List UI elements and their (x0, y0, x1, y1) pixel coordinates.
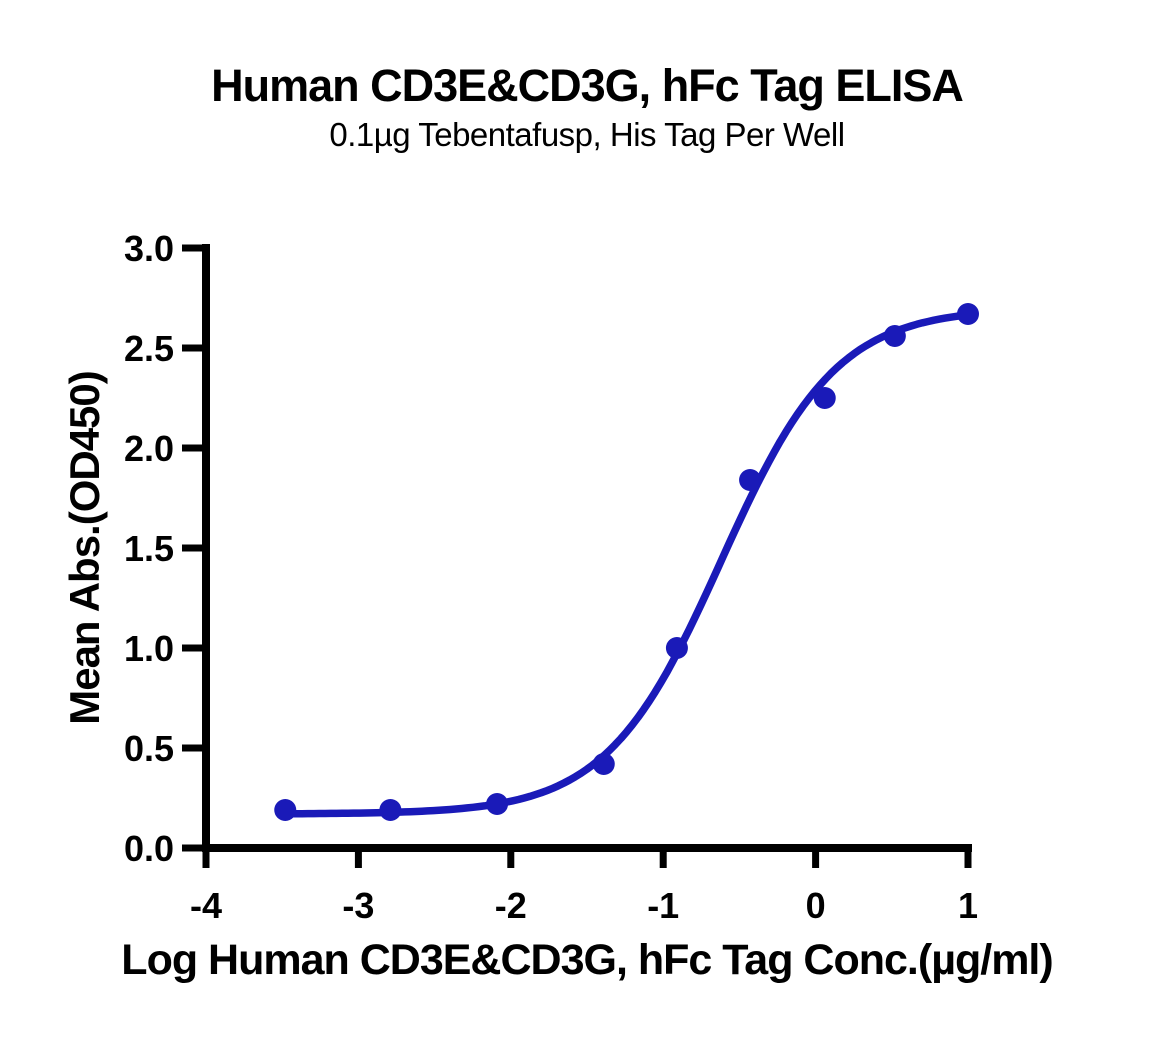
data-point (379, 799, 402, 821)
data-point (274, 799, 297, 821)
y-tick-label: 1.5 (124, 528, 174, 569)
x-tick-label: 0 (806, 885, 826, 926)
fit-curve (281, 311, 972, 818)
data-point (813, 387, 836, 409)
chart-title: Human CD3E&CD3G, hFc Tag ELISA (211, 60, 964, 111)
data-point (739, 469, 762, 491)
y-tick-label: 0.0 (124, 828, 174, 869)
y-tick-label: 0.5 (124, 728, 174, 769)
x-tick-label: -4 (190, 885, 222, 926)
y-tick-label: 2.5 (124, 328, 174, 369)
chart-subtitle: 0.1µg Tebentafusp, His Tag Per Well (329, 116, 845, 153)
x-tick-label: -3 (342, 885, 374, 926)
y-tick-label: 2.0 (124, 428, 174, 469)
x-axis-title: Log Human CD3E&CD3G, hFc Tag Conc.(µg/ml… (121, 936, 1053, 984)
data-point (883, 325, 906, 347)
x-tick-label: 1 (958, 885, 978, 926)
data-point (592, 753, 615, 775)
y-tick-label: 1.0 (124, 628, 174, 669)
x-tick-label: -1 (647, 885, 679, 926)
data-point (486, 793, 509, 815)
data-point (665, 637, 688, 659)
data-point (957, 303, 979, 325)
x-tick-label: -2 (495, 885, 527, 926)
y-tick-label: 3.0 (124, 228, 174, 269)
